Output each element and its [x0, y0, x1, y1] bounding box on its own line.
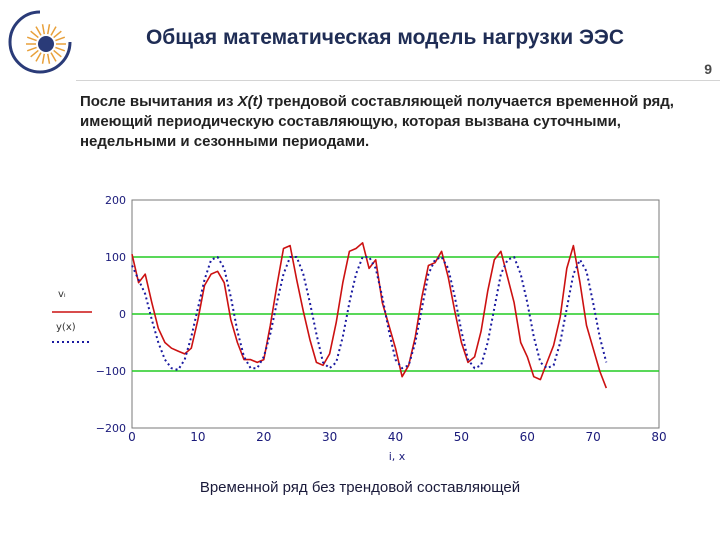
x-tick-label: 10 — [190, 430, 205, 444]
legend-label: y(x) — [56, 322, 76, 333]
y-tick-label: 0 — [119, 308, 126, 321]
x-tick-label: 70 — [585, 430, 600, 444]
logo-ray — [35, 26, 42, 36]
x-tick-label: 30 — [322, 430, 337, 444]
logo-ray — [41, 53, 46, 64]
logo-ray — [53, 30, 62, 39]
x-tick-label: 40 — [388, 430, 403, 444]
logo-ray — [46, 53, 51, 64]
sun-emblem-icon — [8, 10, 72, 74]
x-tick-label: 50 — [454, 430, 469, 444]
page-number: 9 — [704, 61, 712, 77]
y-tick-label: 100 — [105, 251, 126, 264]
logo-ray — [35, 52, 42, 62]
logo-ray — [55, 36, 66, 42]
logo-ray — [55, 46, 66, 52]
x-axis-label: i, x — [389, 450, 406, 463]
logo-ray — [41, 24, 46, 35]
logo-ray — [26, 36, 37, 42]
logo-ray — [53, 49, 62, 58]
series-line-data — [131, 241, 608, 389]
paragraph-text-end: трендовой составляющей получается времен… — [80, 93, 674, 150]
paragraph-text-start: После вычитания из — [80, 93, 238, 110]
slide-title: Общая математическая модель нагрузки ЭЭС — [145, 26, 625, 49]
x-tick-label: 80 — [651, 430, 666, 444]
logo-ray — [30, 49, 39, 58]
logo-ray — [30, 30, 39, 39]
chart-svg: 200 100 0 −100 −200 0 10 20 30 40 50 60 70 80 vᵢ y(x)… — [52, 194, 667, 463]
legend-label: vᵢ — [58, 289, 66, 300]
slide-paragraph: После вычитания из X(t) трендовой состав… — [80, 92, 680, 152]
time-series-chart: 200 100 0 −100 −200 0 10 20 30 40 50 60 70 80 vᵢ y(x)… — [40, 188, 690, 473]
y-tick-label: −100 — [96, 365, 126, 378]
x-tick-label: 60 — [520, 430, 535, 444]
company-logo — [6, 8, 74, 76]
logo-ray — [26, 46, 37, 52]
y-tick-label: 200 — [105, 194, 126, 207]
x-tick-label: 20 — [256, 430, 271, 444]
paragraph-text-italic: X(t) — [237, 93, 263, 110]
logo-ray — [46, 24, 51, 35]
logo-ray — [50, 26, 57, 36]
chart-caption: Временной ряд без трендовой составляющей — [199, 479, 521, 496]
logo-ray — [50, 52, 57, 62]
y-tick-label: −200 — [96, 422, 126, 435]
x-tick-label: 0 — [128, 430, 136, 444]
title-divider — [76, 80, 720, 81]
